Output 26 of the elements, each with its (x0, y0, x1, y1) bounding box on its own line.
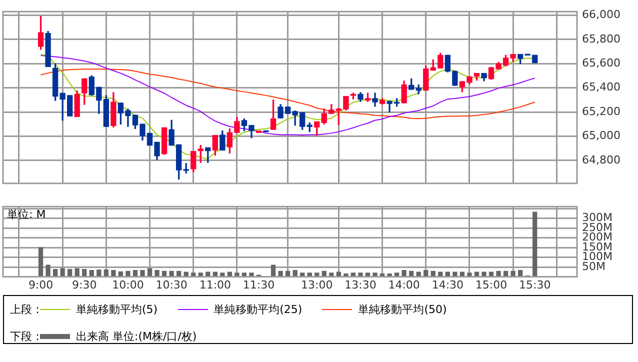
legend-title: 上段： (10, 302, 43, 316)
x-tick-label: 14:30 (432, 278, 464, 292)
y-tick-label: 66,000 (582, 8, 620, 22)
y-tick-label: 65,800 (582, 32, 620, 46)
x-tick-label: 10:30 (156, 278, 188, 292)
legend-title: 下段： (10, 328, 43, 344)
x-tick-label: 13:00 (301, 278, 333, 292)
x-tick-label: 11:00 (199, 278, 232, 292)
y-tick-label: 64,800 (582, 153, 620, 166)
x-tick-label: 15:00 (475, 278, 508, 292)
legend-label: 単純移動平均(5) (76, 302, 158, 316)
x-tick-label: 11:30 (242, 278, 275, 292)
annotation: 単位: M (7, 208, 46, 221)
x-tick-label: 9:30 (72, 278, 97, 292)
x-tick-label: 14:00 (388, 278, 420, 292)
legend-label: 単純移動平均(50) (358, 302, 447, 316)
y-tick-label: 65,200 (582, 104, 620, 118)
y-tick-label: 65,400 (582, 80, 620, 94)
y-tick-label: 65,000 (582, 129, 620, 142)
legend-label: 出来高 単位:(M株/口/枚) (76, 328, 197, 344)
legend-label: 単純移動平均(25) (214, 302, 302, 316)
y-tick-label: 65,600 (582, 56, 620, 70)
x-tick-label: 9:00 (28, 278, 54, 292)
x-tick-label: 10:00 (112, 278, 144, 292)
x-tick-label: 15:30 (519, 278, 551, 292)
x-tick-label: 13:30 (344, 278, 376, 292)
